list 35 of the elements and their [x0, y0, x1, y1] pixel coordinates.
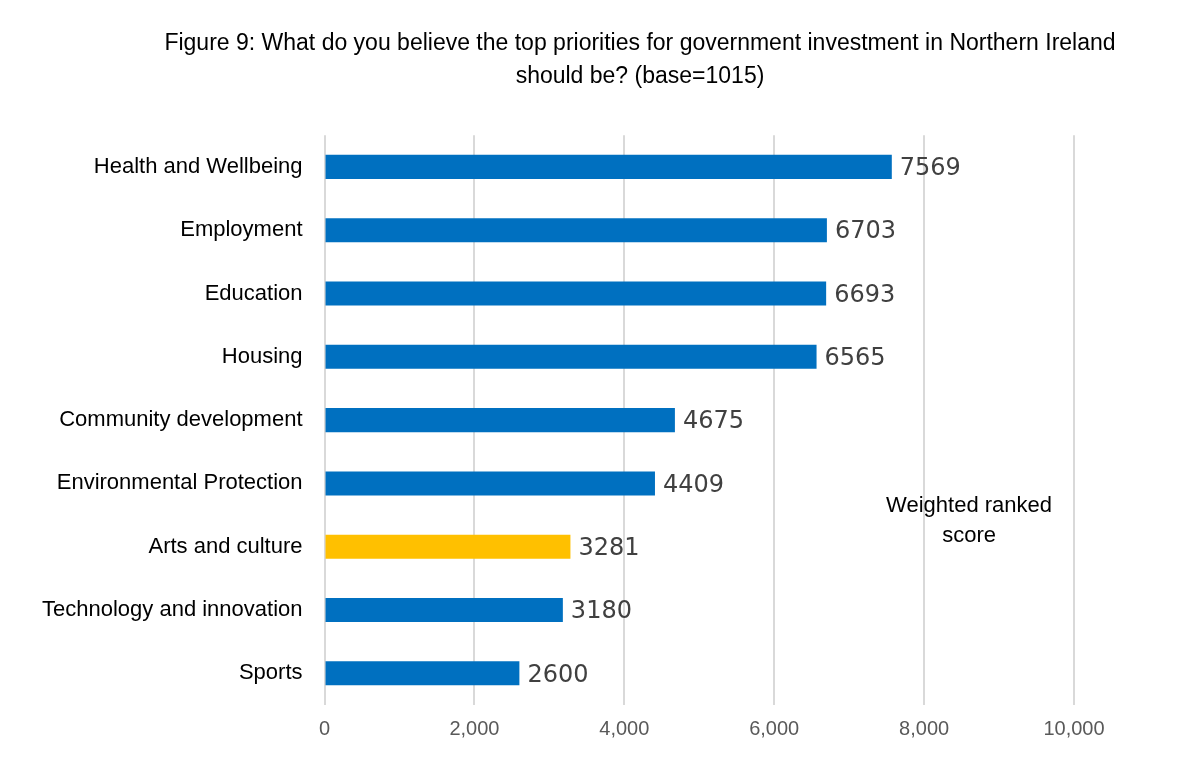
bar — [325, 661, 520, 686]
y-tick-label: Technology and innovation — [42, 596, 303, 622]
chart-title: Figure 9: What do you believe the top priorities for government investment in Northern Ireland should be? (base=1015) — [163, 28, 1117, 90]
bar — [325, 598, 563, 623]
bar — [325, 218, 827, 243]
x-tick-label: 4,000 — [599, 716, 650, 739]
x-tick-label: 0 — [318, 716, 331, 739]
y-tick-label: Environmental Protection — [56, 469, 303, 495]
y-tick-label: Arts and culture — [148, 532, 303, 558]
data-label: 6565 — [824, 343, 886, 372]
data-label: 4409 — [662, 469, 725, 498]
x-tick-label: 8,000 — [899, 716, 950, 739]
data-label: 3281 — [578, 532, 640, 561]
y-tick-label: Education — [204, 279, 303, 305]
bar — [325, 408, 675, 433]
data-label: 7569 — [899, 153, 961, 182]
bar — [325, 154, 892, 179]
y-tick-label: Employment — [180, 216, 303, 242]
y-tick-label: Community development — [59, 406, 303, 432]
y-tick-label: Health and Wellbeing — [93, 152, 303, 178]
data-label: 3180 — [570, 596, 632, 625]
data-label: 2600 — [527, 659, 589, 688]
y-tick-label: Housing — [221, 342, 303, 368]
annotation: Weighted ranked score — [886, 491, 1053, 547]
x-tick-label: 2,000 — [449, 716, 500, 739]
data-label: 6693 — [834, 279, 896, 308]
bar — [325, 471, 655, 496]
x-tick-label: 10,000 — [1043, 716, 1105, 739]
data-label: 6703 — [834, 216, 896, 245]
y-tick-label: Sports — [238, 659, 303, 685]
data-label: 4675 — [682, 406, 744, 435]
bar — [325, 344, 817, 369]
x-tick-label: 6,000 — [749, 716, 800, 739]
bar — [325, 534, 571, 559]
bar — [325, 281, 827, 306]
